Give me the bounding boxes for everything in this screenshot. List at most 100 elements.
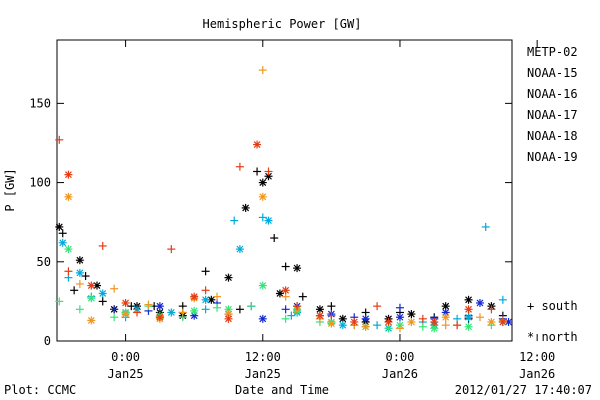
legend-entry: NOAA-16: [527, 87, 578, 101]
x-tick-label-date: Jan26: [382, 367, 418, 381]
south-point: [247, 302, 256, 311]
x-tick-label-time: 0:00: [386, 350, 415, 364]
y-ticks: 0 50 100 150: [29, 96, 512, 348]
legend-entry: METP-02: [527, 45, 578, 59]
y-tick-label: 150: [29, 96, 51, 110]
south-point: [201, 305, 210, 314]
marker-legend: + south * north: [527, 299, 578, 344]
north-point: [258, 281, 267, 290]
north-point: [475, 298, 484, 307]
legend-entry: NOAA-18: [527, 129, 578, 143]
north-point: [253, 140, 262, 149]
south-point: [253, 167, 262, 176]
north-point: [264, 216, 273, 225]
north-point: [167, 308, 176, 317]
north-point: [155, 302, 164, 311]
south-point: [213, 303, 222, 312]
south-point: [110, 313, 119, 322]
south-point: [133, 308, 142, 317]
north-point: [464, 322, 473, 331]
north-point: [464, 313, 473, 322]
south-point: [167, 245, 176, 254]
x-tick-label-time: 0:00: [111, 350, 140, 364]
south-point: [270, 234, 279, 243]
north-point: [258, 192, 267, 201]
north-point: [224, 314, 233, 323]
south-point: [55, 135, 64, 144]
north-point: [190, 292, 199, 301]
chart-title: Hemispheric Power [GW]: [203, 17, 362, 31]
south-point: [418, 322, 427, 331]
south-point: [70, 286, 79, 295]
north-point: [407, 310, 416, 319]
y-tick-label: 100: [29, 176, 51, 190]
south-point: [201, 286, 210, 295]
south-point: [235, 162, 244, 171]
south-point: [58, 229, 67, 238]
north-point: [121, 298, 130, 307]
y-tick-label: 50: [37, 255, 51, 269]
north-point: [87, 281, 96, 290]
south-point: [281, 314, 290, 323]
south-point: [110, 305, 119, 314]
north-point: [395, 313, 404, 322]
north-point: [464, 295, 473, 304]
south-point: [75, 305, 84, 314]
north-point: [315, 305, 324, 314]
north-point: [487, 317, 496, 326]
south-point: [475, 313, 484, 322]
south-point: [81, 272, 90, 281]
north-point: [55, 222, 64, 231]
south-point: [287, 311, 296, 320]
legend-entry: NOAA-17: [527, 108, 578, 122]
north-point: [293, 264, 302, 273]
south-point: [178, 308, 187, 317]
south-point: [144, 300, 153, 309]
south-point: [235, 305, 244, 314]
north-point: [64, 245, 73, 254]
x-ticks: 0:00Jan2512:00Jan250:00Jan2612:00Jan260:…: [108, 40, 555, 381]
north-point: [338, 321, 347, 330]
north-point: [87, 316, 96, 325]
north-point: [430, 317, 439, 326]
north-point: [258, 314, 267, 323]
x-tick-label-time: 12:00: [245, 350, 281, 364]
south-point: [327, 302, 336, 311]
north-point: [464, 305, 473, 314]
south-point: [110, 284, 119, 293]
x-axis-label: Date and Time: [235, 383, 329, 397]
south-point: [258, 66, 267, 75]
north-point: [361, 322, 370, 331]
north-point: [441, 313, 450, 322]
south-point: [258, 213, 267, 222]
south-point: [395, 303, 404, 312]
south-point: [213, 292, 222, 301]
north-point: [281, 286, 290, 295]
south-point: [98, 297, 107, 306]
north-point: [224, 273, 233, 282]
south-point: [201, 267, 210, 276]
north-point: [327, 319, 336, 328]
south-point: [64, 267, 73, 276]
legend-entry: NOAA-15: [527, 66, 578, 80]
south-point: [373, 321, 382, 330]
y-tick-label: 0: [44, 334, 51, 348]
footer-right: 2012/01/27 17:40:07: [455, 383, 592, 397]
south-point: [293, 302, 302, 311]
legend-entry: NOAA-19: [527, 150, 578, 164]
south-point: [481, 222, 490, 231]
x-tick-label-date: Jan25: [245, 367, 281, 381]
south-point: [327, 311, 336, 320]
north-point: [201, 295, 210, 304]
north-point: [384, 317, 393, 326]
south-point: [281, 305, 290, 314]
north-point: [275, 289, 284, 298]
south-point: [487, 305, 496, 314]
plot-frame: [56, 39, 513, 342]
north-point: [315, 311, 324, 320]
north-point: [98, 289, 107, 298]
marker-legend-entry: + south: [527, 299, 578, 313]
north-point: [361, 314, 370, 323]
south-point: [281, 262, 290, 271]
